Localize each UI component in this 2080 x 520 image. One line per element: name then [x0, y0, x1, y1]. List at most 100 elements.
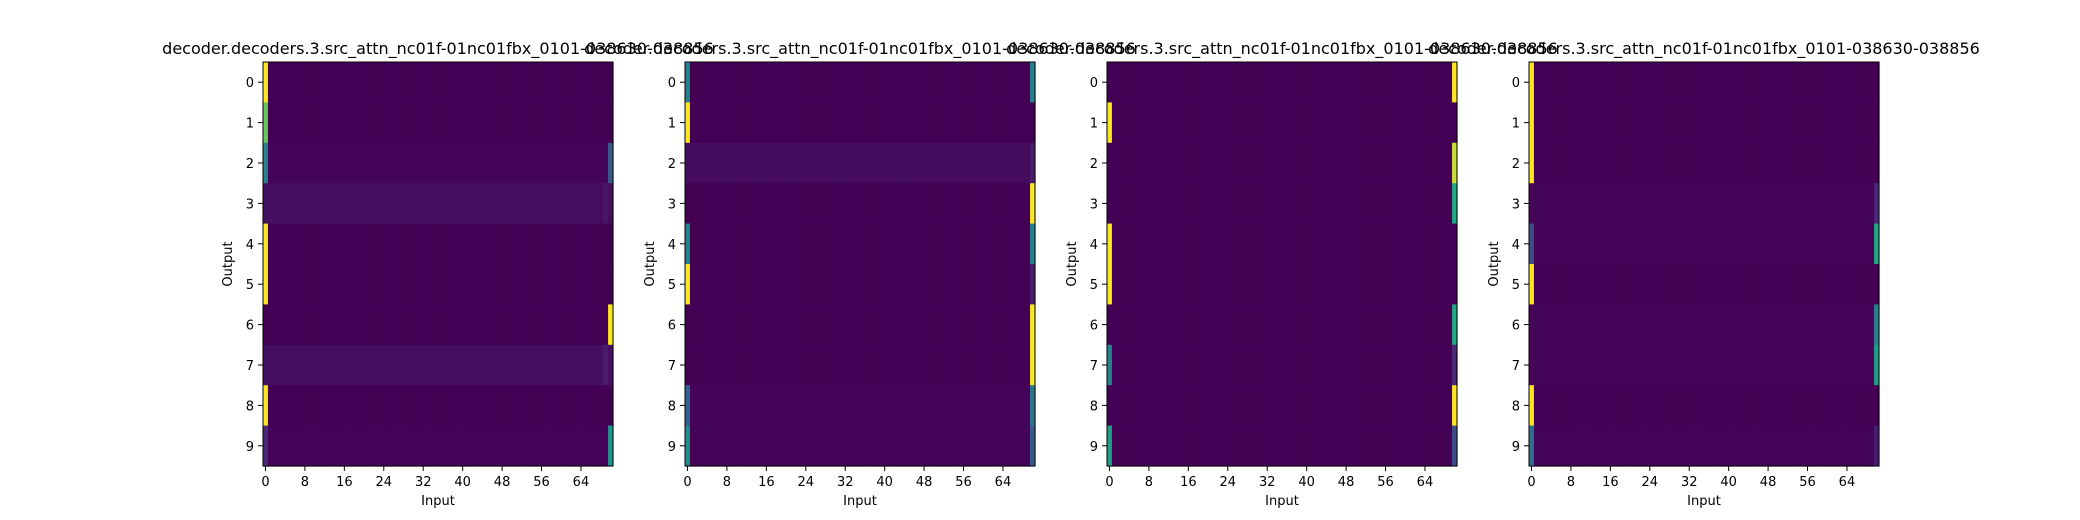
heatmap-cell — [1809, 425, 1816, 467]
heatmap-cell — [1235, 425, 1241, 467]
heatmap-cell — [1259, 183, 1266, 225]
heatmap-cell — [1849, 62, 1855, 103]
heatmap-cell — [1716, 425, 1722, 467]
heatmap-cell — [1755, 425, 1762, 467]
heatmap-cell — [519, 344, 525, 386]
heatmap-cell — [568, 264, 575, 305]
heatmap-cell — [896, 183, 903, 225]
heatmap-cell — [563, 304, 570, 346]
heatmap-cell — [1701, 425, 1708, 467]
heatmap-cell — [818, 264, 824, 305]
heatmap-cell — [263, 304, 269, 346]
heatmap-cell — [1235, 304, 1241, 346]
heatmap-cell — [729, 142, 735, 184]
heatmap-cell — [474, 385, 481, 427]
heatmap-cell — [1210, 183, 1217, 225]
heatmap-cell — [1210, 102, 1217, 144]
heatmap-cell — [543, 223, 550, 265]
heatmap-cell — [709, 425, 716, 467]
heatmap-cell — [1667, 385, 1673, 427]
heatmap-cell — [1790, 304, 1796, 346]
y-tick-label: 0 — [246, 76, 254, 91]
heatmap-cell — [317, 183, 323, 225]
heatmap-cell — [1593, 102, 1599, 144]
heatmap-cell — [1397, 344, 1404, 386]
heatmap-cell — [287, 304, 294, 346]
heatmap-cell — [1000, 344, 1007, 386]
heatmap-cell — [529, 425, 535, 467]
heatmap-cell — [504, 142, 511, 184]
heatmap-cell — [990, 62, 997, 103]
heatmap-cell — [1686, 385, 1693, 427]
heatmap-cell — [479, 102, 486, 144]
heatmap-cell — [1543, 102, 1550, 144]
heatmap-cell — [1422, 425, 1429, 467]
heatmap-cell — [292, 102, 299, 144]
heatmap-cell — [1824, 344, 1831, 386]
heatmap-cell — [901, 142, 908, 184]
heatmap-cell — [1397, 223, 1404, 265]
heatmap-cell — [1259, 62, 1266, 103]
heatmap-cell — [1005, 304, 1011, 346]
heatmap-cell — [386, 223, 392, 265]
heatmap-cell — [1701, 304, 1708, 346]
heatmap-cell — [734, 223, 740, 265]
heatmap-cell — [827, 385, 834, 427]
heatmap-cell — [1368, 183, 1374, 225]
heatmap-cell — [1166, 102, 1172, 144]
heatmap-cell — [798, 344, 804, 386]
heatmap-cell — [450, 385, 456, 427]
heatmap-cell — [1800, 304, 1806, 346]
heatmap-cell — [995, 102, 1002, 144]
heatmap-cell — [410, 142, 417, 184]
heatmap-cell — [1343, 344, 1350, 386]
heatmap-cell — [1363, 344, 1369, 386]
heatmap-cell — [1030, 304, 1036, 346]
heatmap-cell — [1819, 62, 1826, 103]
heatmap-cell — [808, 385, 814, 427]
heatmap-cell — [1141, 102, 1148, 144]
heatmap-cell — [1230, 102, 1236, 144]
heatmap-cell — [1583, 425, 1589, 467]
heatmap-cell — [1740, 304, 1747, 346]
heatmap-cell — [539, 142, 545, 184]
heatmap-cell — [980, 223, 987, 265]
heatmap-cell — [1442, 385, 1448, 427]
heatmap-cell — [1190, 304, 1197, 346]
heatmap-cell — [1141, 304, 1148, 346]
heatmap-cell — [887, 425, 893, 467]
heatmap-cell — [514, 102, 520, 144]
heatmap-cell — [410, 183, 417, 225]
heatmap-cell — [1874, 223, 1880, 265]
heatmap-cell — [1126, 102, 1133, 144]
heatmap-cell — [415, 304, 422, 346]
heatmap-cell — [911, 223, 918, 265]
y-tick-label: 4 — [668, 238, 676, 253]
heatmap-cell — [699, 142, 706, 184]
heatmap-cell — [1755, 142, 1762, 184]
heatmap-cell — [593, 385, 599, 427]
heatmap-cell — [1780, 62, 1786, 103]
heatmap-cell — [445, 425, 451, 467]
heatmap-cell — [1176, 385, 1182, 427]
heatmap-cell — [778, 304, 785, 346]
heatmap-cell — [931, 142, 938, 184]
heatmap-cell — [1854, 102, 1860, 144]
heatmap-cell — [1622, 62, 1629, 103]
heatmap-cell — [842, 304, 849, 346]
heatmap-cell — [470, 344, 476, 386]
heatmap-cell — [1839, 264, 1846, 305]
heatmap-cell — [272, 223, 279, 265]
heatmap-cell — [474, 425, 481, 467]
heatmap-cell — [1736, 223, 1742, 265]
heatmap-cell — [1010, 344, 1016, 386]
heatmap-cell — [1195, 304, 1202, 346]
heatmap-cell — [351, 425, 358, 467]
heatmap-cell — [1686, 102, 1693, 144]
heatmap-cell — [1765, 344, 1772, 386]
heatmap-cell — [445, 264, 451, 305]
heatmap-cell — [882, 385, 888, 427]
heatmap-cell — [1274, 102, 1281, 144]
heatmap-cell — [808, 62, 814, 103]
heatmap-cell — [1637, 62, 1643, 103]
